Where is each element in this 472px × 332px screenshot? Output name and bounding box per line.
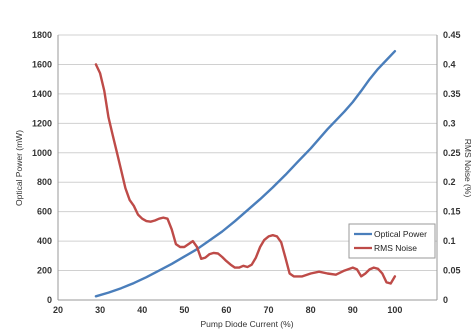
x-tick-label: 90 — [348, 305, 358, 315]
y-tick-label: 600 — [37, 207, 52, 217]
series-lines — [94, 50, 397, 298]
x-tick-label: 40 — [137, 305, 147, 315]
y2-tick-label: 0.05 — [443, 266, 461, 276]
y2-tick-label: 0 — [443, 295, 448, 305]
x-tick-label: 60 — [221, 305, 231, 315]
legend-label-optical-power: Optical Power — [374, 229, 427, 239]
x-tick-label: 30 — [95, 305, 105, 315]
y-tick-label: 800 — [37, 177, 52, 187]
x-tick-label: 20 — [53, 305, 63, 315]
legend: Optical Power RMS Noise — [348, 223, 436, 259]
y-tick-label: 0 — [47, 295, 52, 305]
y2-tick-label: 0.25 — [443, 148, 461, 158]
y-tick-label: 1000 — [32, 148, 52, 158]
series-line-optical-power — [94, 50, 397, 298]
y2-tick-label: 0.35 — [443, 89, 461, 99]
legend-box — [348, 223, 436, 259]
x-tick-label: 70 — [264, 305, 274, 315]
left-y-axis-title: Optical Power (mW) — [14, 130, 24, 206]
y-tick-label: 1800 — [32, 30, 52, 40]
y-tick-label: 1400 — [32, 89, 52, 99]
y2-tick-label: 0.15 — [443, 207, 461, 217]
series-line-rms-noise — [94, 63, 397, 285]
gridlines — [58, 34, 437, 301]
y2-tick-label: 0.3 — [443, 118, 456, 128]
axes — [57, 35, 438, 301]
y2-tick-label: 0.45 — [443, 30, 461, 40]
y2-tick-label: 0.2 — [443, 177, 456, 187]
y-tick-label: 1200 — [32, 118, 52, 128]
x-tick-label: 100 — [387, 305, 402, 315]
y2-tick-label: 0.4 — [443, 59, 456, 69]
x-tick-label: 80 — [306, 305, 316, 315]
right-y-axis-title: RMS Noise (%) — [463, 139, 472, 198]
y-tick-label: 1600 — [32, 59, 52, 69]
y-tick-label: 400 — [37, 236, 52, 246]
legend-label-rms-noise: RMS Noise — [374, 243, 417, 253]
tick-labels: 0 200 400 600 800 1000 1200 1400 1600 1800 0 0.05 0.… — [32, 30, 461, 315]
x-axis-title: Pump Diode Current (%) — [200, 319, 293, 329]
y2-tick-label: 0.1 — [443, 236, 456, 246]
y-tick-label: 200 — [37, 266, 52, 276]
x-tick-label: 50 — [179, 305, 189, 315]
